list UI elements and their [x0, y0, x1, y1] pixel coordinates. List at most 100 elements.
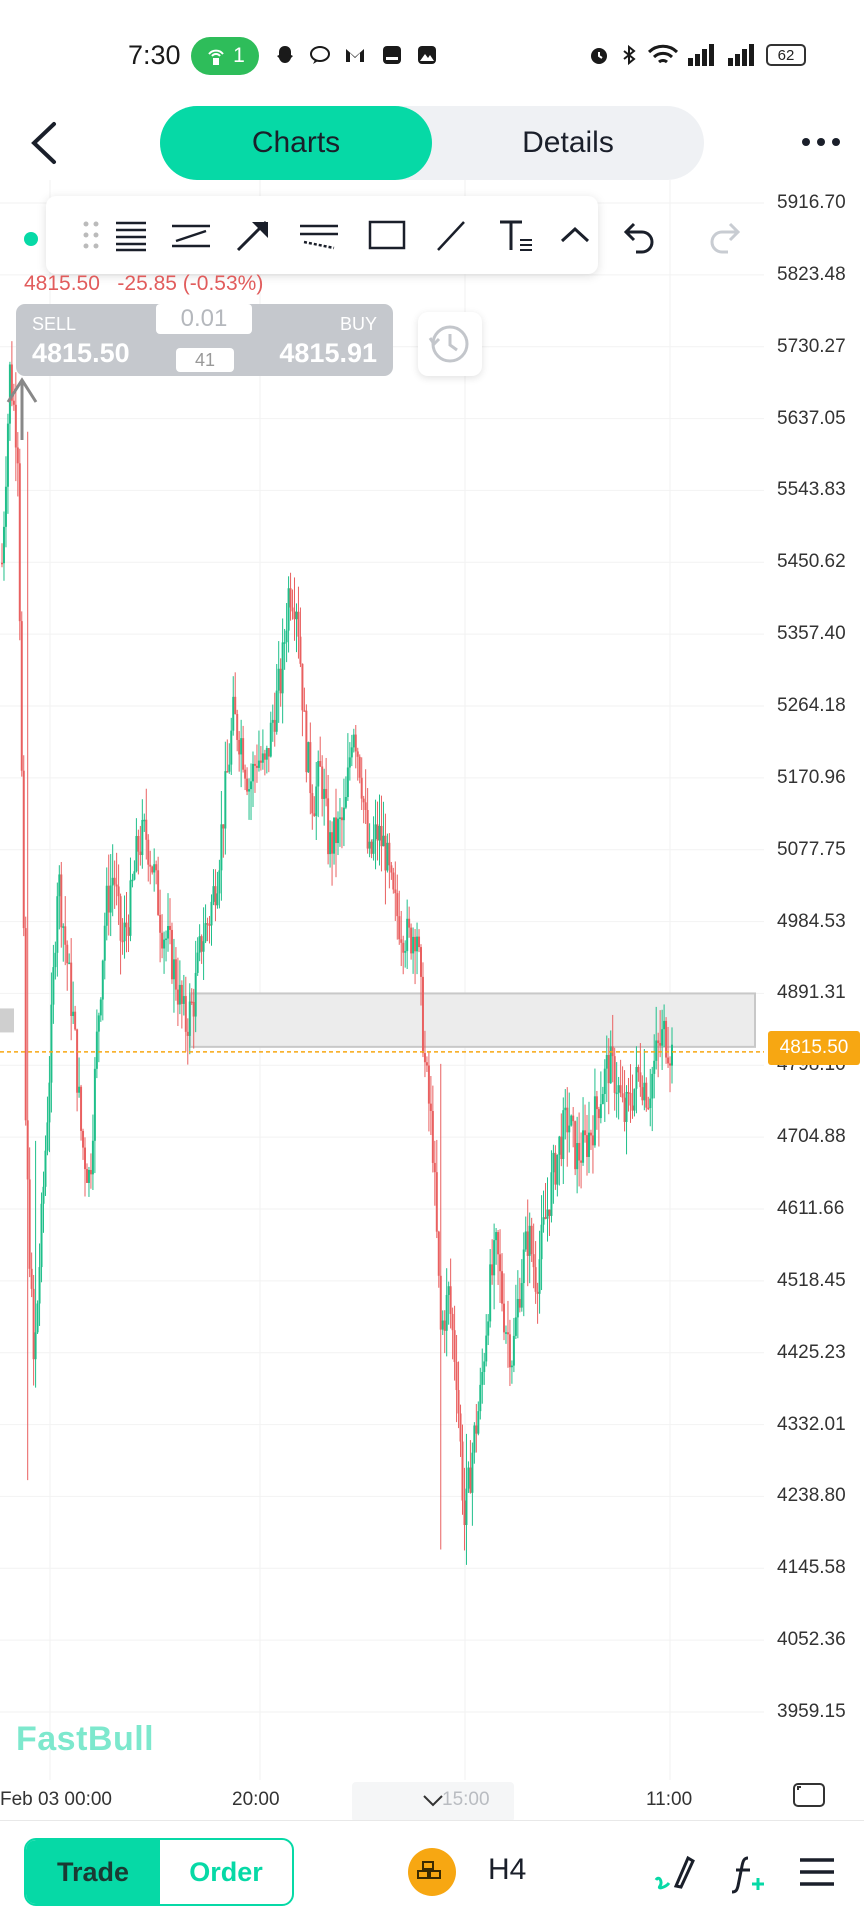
chevron-down-icon	[423, 1795, 443, 1807]
candle-body	[188, 1001, 191, 1036]
candle-body	[157, 870, 160, 915]
candle-body	[315, 786, 318, 816]
y-tick-label: 5823.48	[777, 263, 846, 285]
collapse-icon[interactable]	[554, 214, 596, 256]
candle-body	[390, 865, 393, 873]
chart-start-arrow	[6, 377, 38, 440]
candle-body	[667, 1057, 670, 1064]
rectangle-icon[interactable]	[366, 214, 408, 256]
y-tick-label: 4518.45	[777, 1269, 846, 1291]
time-scroll-handle[interactable]	[352, 1782, 514, 1822]
candle-body	[584, 1130, 587, 1136]
candle-body	[487, 1321, 490, 1336]
candle-body	[617, 1085, 620, 1093]
candle-body	[372, 839, 375, 854]
candle-body	[518, 1298, 521, 1308]
candle-body	[257, 760, 260, 768]
candle-body	[244, 769, 247, 779]
candle-body	[354, 734, 357, 752]
candle-body	[418, 936, 421, 948]
candle-body	[222, 824, 225, 829]
text-icon[interactable]	[496, 214, 538, 256]
candle-body	[113, 877, 116, 885]
candle-body	[643, 1082, 646, 1101]
menu-icon[interactable]	[794, 1850, 840, 1894]
undo-icon[interactable]	[620, 216, 660, 256]
battery-level: 62	[777, 46, 795, 64]
draw-icon[interactable]	[652, 1850, 698, 1894]
candle-body	[319, 761, 322, 767]
candle-body	[85, 1169, 88, 1183]
candle-body	[87, 1169, 90, 1183]
candle-body	[586, 1135, 589, 1157]
candle-body	[374, 824, 377, 840]
line-icon[interactable]	[430, 214, 472, 256]
candle-body	[457, 1390, 460, 1414]
candle-body	[410, 927, 413, 954]
trade-button[interactable]: Trade	[26, 1840, 160, 1904]
candle-body	[107, 885, 110, 913]
candle-body	[530, 1225, 533, 1255]
arrow-icon[interactable]	[232, 214, 274, 256]
buy-price-button[interactable]: 4815.91	[279, 338, 377, 368]
candle-body	[554, 1152, 557, 1185]
signal-icon	[688, 44, 714, 66]
candle-body	[277, 668, 280, 691]
regression-icon[interactable]	[298, 214, 340, 256]
drag-handle-icon[interactable]	[70, 214, 112, 256]
candle-body	[414, 936, 417, 952]
candle-body	[335, 817, 338, 844]
candle-body	[28, 1179, 31, 1269]
candle-body	[609, 1046, 612, 1084]
tab-charts[interactable]: Charts	[160, 106, 432, 180]
candle-body	[376, 824, 379, 841]
candle-body	[182, 996, 185, 1004]
candle-body	[388, 842, 391, 866]
buy-label: BUY	[339, 314, 377, 334]
candle-body	[259, 760, 262, 763]
candlestick-chart[interactable]	[0, 180, 864, 1780]
candle-body	[558, 1136, 561, 1155]
candle-body	[143, 819, 146, 822]
live-status-dot	[24, 232, 38, 246]
candle-body	[582, 1130, 585, 1163]
more-icon[interactable]	[800, 132, 842, 152]
candle-body	[38, 1267, 41, 1304]
candle-body	[80, 1086, 83, 1131]
tab-details[interactable]: Details	[522, 126, 614, 159]
y-tick-label: 4611.66	[777, 1198, 845, 1219]
fib-retracement-icon[interactable]	[110, 214, 152, 256]
y-tick-label: 4984.53	[777, 910, 846, 932]
candle-body	[475, 1425, 478, 1434]
redo-icon[interactable]	[704, 216, 744, 256]
candle-body	[574, 1121, 577, 1170]
candle-body	[346, 767, 349, 797]
indicator-icon[interactable]	[726, 1850, 772, 1894]
candle-body	[170, 929, 173, 980]
candle-body	[524, 1231, 527, 1250]
candle-body	[153, 864, 156, 873]
candle-body	[48, 1082, 51, 1123]
order-button[interactable]: Order	[189, 1856, 263, 1887]
sell-price-button[interactable]: 4815.50	[32, 338, 130, 368]
candle-body	[60, 874, 63, 928]
candle-body	[641, 1087, 644, 1101]
one-click-trade-toggle[interactable]	[418, 312, 482, 376]
fullscreen-icon[interactable]	[792, 1782, 826, 1808]
sell-label: SELL	[32, 314, 77, 334]
candle-body	[50, 1004, 53, 1083]
timeframe-selector[interactable]: H4	[488, 1853, 527, 1886]
candle-body	[435, 1172, 438, 1232]
snapchat-icon	[277, 46, 293, 63]
gold-icon[interactable]	[408, 1848, 456, 1896]
candle-body	[307, 742, 310, 773]
lot-size-input[interactable]: 0.01	[156, 304, 252, 334]
y-tick-label: 3959.15	[777, 1701, 846, 1722]
parallel-channel-icon[interactable]	[170, 214, 212, 256]
candle-body	[228, 764, 231, 772]
candle-body	[178, 984, 181, 1005]
candle-body	[32, 1288, 35, 1360]
chevron-left-icon[interactable]	[22, 118, 72, 168]
x-tick-label: 11:00	[646, 1789, 693, 1810]
candle-body	[380, 825, 383, 847]
